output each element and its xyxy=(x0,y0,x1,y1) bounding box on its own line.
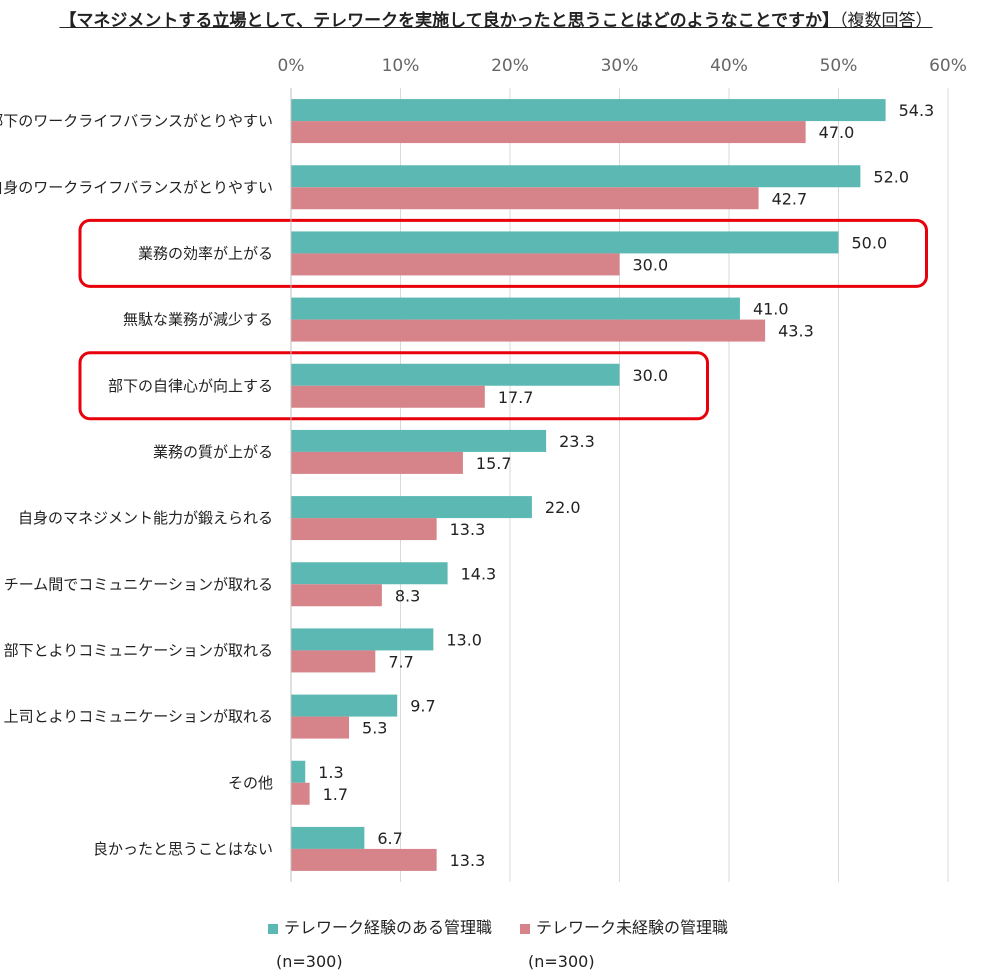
category-label: 自身のワークライフバランスがとりやすい xyxy=(0,178,273,196)
legend-item-experienced: テレワーク経験のある管理職 (n=300) xyxy=(268,914,492,971)
data-label-experienced: 41.0 xyxy=(753,300,789,319)
category-label: 部下の自律心が向上する xyxy=(108,377,273,395)
bar-experienced xyxy=(291,165,861,188)
data-label-experienced: 23.3 xyxy=(559,432,595,451)
category-label: チーム間でコミュニケーションが取れる xyxy=(4,575,273,593)
legend-item-inexperienced: テレワーク未経験の管理職 (n=300) xyxy=(520,914,728,971)
legend-label-inexperienced: テレワーク未経験の管理職 xyxy=(536,918,729,937)
data-label-experienced: 14.3 xyxy=(461,564,497,583)
bar-inexperienced xyxy=(291,187,759,210)
chart-title-main: 【マネジメントする立場として、テレワークを実施して良かったと思うことはどのような… xyxy=(59,11,840,31)
x-tick-label: 40% xyxy=(710,56,748,76)
data-label-experienced: 1.3 xyxy=(318,763,343,782)
bar-experienced xyxy=(291,297,740,320)
bar-inexperienced xyxy=(291,319,766,342)
data-label-experienced: 13.0 xyxy=(446,630,482,649)
data-label-experienced: 52.0 xyxy=(873,167,909,186)
category-label: 部下のワークライフバランスがとりやすい xyxy=(0,112,273,130)
data-label-inexperienced: 13.3 xyxy=(450,520,486,539)
data-label-inexperienced: 5.3 xyxy=(362,719,387,738)
category-label: 良かったと思うことはない xyxy=(93,840,273,858)
data-label-experienced: 54.3 xyxy=(899,101,935,120)
category-label: 業務の質が上がる xyxy=(153,443,273,461)
bar-inexperienced xyxy=(291,385,485,408)
bar-inexperienced xyxy=(291,518,437,541)
data-label-experienced: 9.7 xyxy=(410,697,435,716)
highlight-box xyxy=(78,351,709,421)
data-label-inexperienced: 17.7 xyxy=(498,388,534,407)
bar-experienced xyxy=(291,628,434,651)
data-label-inexperienced: 1.7 xyxy=(323,785,348,804)
bar-experienced xyxy=(291,562,448,585)
x-tick-label: 20% xyxy=(491,56,529,76)
bar-inexperienced xyxy=(291,650,376,673)
bar-inexperienced xyxy=(291,451,463,474)
data-label-experienced: 30.0 xyxy=(633,366,669,385)
data-label-inexperienced: 8.3 xyxy=(395,586,420,605)
bar-inexperienced xyxy=(291,848,437,871)
bar-inexperienced xyxy=(291,584,382,607)
data-label-inexperienced: 43.3 xyxy=(778,322,814,341)
category-label: 部下とよりコミュニケーションが取れる xyxy=(4,641,273,659)
bar-inexperienced xyxy=(291,716,350,739)
category-label: 無駄な業務が減少する xyxy=(123,311,273,329)
bar-experienced xyxy=(291,429,547,452)
bar-experienced xyxy=(291,231,839,254)
legend-n-experienced: (n=300) xyxy=(276,952,343,971)
bar-inexperienced xyxy=(291,782,310,805)
category-label: 業務の効率が上がる xyxy=(138,244,273,262)
chart-title: 【マネジメントする立場として、テレワークを実施して良かったと思うことはどのような… xyxy=(0,6,992,31)
highlight-box xyxy=(78,218,928,288)
legend-swatch-experienced xyxy=(268,923,278,934)
category-label: その他 xyxy=(228,774,273,792)
x-tick-label: 50% xyxy=(820,56,858,76)
bar-experienced xyxy=(291,363,620,386)
bar-experienced xyxy=(291,694,398,717)
x-tick-label: 30% xyxy=(601,56,639,76)
x-tick-label: 10% xyxy=(382,56,420,76)
bar-experienced xyxy=(291,760,306,783)
data-label-inexperienced: 7.7 xyxy=(388,652,413,671)
legend-n-inexperienced: (n=300) xyxy=(528,952,595,971)
data-label-inexperienced: 13.3 xyxy=(450,851,486,870)
category-label: 上司とよりコミュニケーションが取れる xyxy=(4,708,273,726)
data-label-experienced: 6.7 xyxy=(377,829,402,848)
chart-title-suffix: （複数回答） xyxy=(839,11,933,31)
data-label-experienced: 50.0 xyxy=(852,233,888,252)
legend-label-experienced: テレワーク経験のある管理職 xyxy=(284,918,493,937)
x-tick-label: 60% xyxy=(929,56,967,76)
legend-swatch-inexperienced xyxy=(520,923,530,934)
bar-experienced xyxy=(291,99,886,122)
bar-experienced xyxy=(291,496,532,519)
category-label: 自身のマネジメント能力が鍛えられる xyxy=(18,509,273,527)
data-label-inexperienced: 15.7 xyxy=(476,454,512,473)
data-label-inexperienced: 42.7 xyxy=(772,189,808,208)
data-label-experienced: 22.0 xyxy=(545,498,581,517)
bar-experienced xyxy=(291,826,365,849)
data-label-inexperienced: 47.0 xyxy=(819,123,855,142)
x-tick-label: 0% xyxy=(278,56,305,76)
bar-inexperienced xyxy=(291,253,620,276)
data-label-inexperienced: 30.0 xyxy=(633,255,669,274)
bar-inexperienced xyxy=(291,121,806,144)
